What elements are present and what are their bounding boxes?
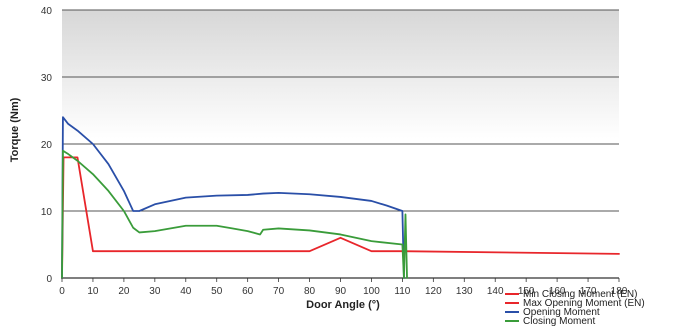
x-tick-label-20: 20 <box>118 286 130 297</box>
x-tick-label-80: 80 <box>304 286 316 297</box>
x-tick-label-30: 30 <box>149 286 161 297</box>
legend-label-2: Opening Moment <box>523 307 600 318</box>
x-tick-label-60: 60 <box>242 286 254 297</box>
axis-layer: 0 10 20 30 40 0 10 20 30 40 50 60 70 80 90 100 110 120 130… <box>41 6 628 297</box>
legend-label-3: Closing Moment <box>523 316 595 327</box>
x-tick-label-120: 120 <box>425 286 442 297</box>
x-tick-label-150: 150 <box>518 286 535 297</box>
series-layer <box>61 116 620 279</box>
y-tick-label-10: 10 <box>41 207 53 218</box>
x-tick-label-180: 180 <box>611 286 628 297</box>
x-tick-label-90: 90 <box>335 286 347 297</box>
series-line-2 <box>61 116 405 279</box>
legend-label-1: Max Opening Moment (EN) <box>523 298 645 309</box>
y-tick-label-30: 30 <box>41 73 53 84</box>
y-tick-label-40: 40 <box>41 6 53 17</box>
legend-label-0: Min Closing Moment (EN) <box>523 289 637 300</box>
x-tick-label-170: 170 <box>580 286 597 297</box>
legend: Min Closing Moment (EN)Max Opening Momen… <box>505 289 645 327</box>
x-tick-label-110: 110 <box>394 286 410 297</box>
x-tick-label-40: 40 <box>180 286 192 297</box>
x-tick-label-100: 100 <box>363 286 380 297</box>
x-tick-label-130: 130 <box>456 286 473 297</box>
series-line-3 <box>61 149 408 279</box>
x-tick-label-10: 10 <box>87 286 99 297</box>
x-tick-label-0: 0 <box>59 286 65 297</box>
x-tick-label-50: 50 <box>211 286 223 297</box>
x-tick-label-160: 160 <box>549 286 566 297</box>
x-tick-label-140: 140 <box>487 286 504 297</box>
y-tick-label-0: 0 <box>46 274 52 285</box>
x-axis-title: Door Angle (°) <box>306 299 380 311</box>
series-line-0 <box>61 156 620 279</box>
y-tick-label-20: 20 <box>41 140 53 151</box>
x-tick-label-70: 70 <box>273 286 285 297</box>
y-axis-title: Torque (Nm) <box>9 97 21 162</box>
